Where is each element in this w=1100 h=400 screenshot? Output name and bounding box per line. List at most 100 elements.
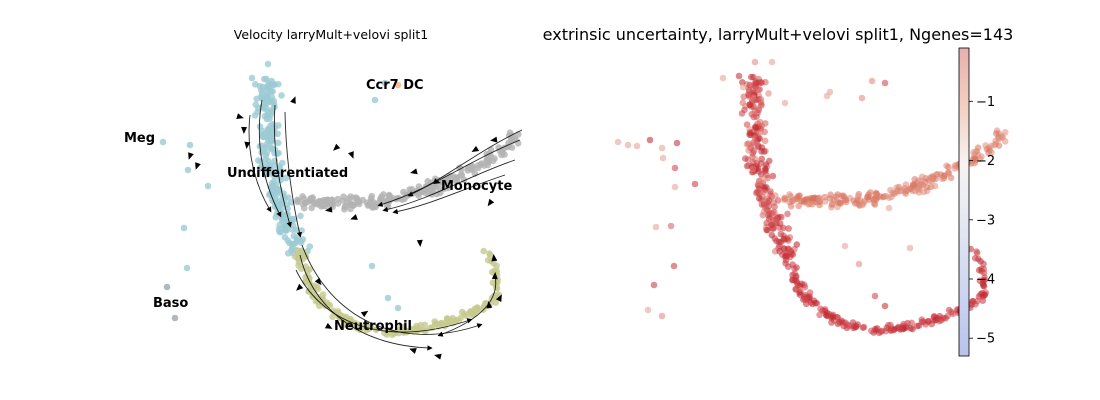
- cell-point: [995, 142, 1003, 149]
- cell-point: [754, 165, 762, 172]
- cell-point: [673, 139, 681, 147]
- cell-point: [748, 73, 755, 81]
- uncertainty-panel-title: extrinsic uncertainty, larryMult+velovi …: [543, 25, 1014, 44]
- cell-point: [394, 304, 402, 312]
- velocity-streamline: [407, 129, 523, 197]
- cell-point: [817, 305, 824, 313]
- cell-point: [493, 283, 500, 290]
- cell-point: [254, 108, 261, 116]
- cell-point: [868, 77, 876, 85]
- cell-point: [267, 167, 275, 174]
- cluster-label-neutrophil: Neutrophil: [334, 319, 412, 334]
- cell-point: [854, 196, 861, 204]
- cell-point: [781, 99, 789, 107]
- cell-point: [347, 193, 355, 200]
- cell-point: [491, 291, 499, 299]
- cell-point: [933, 170, 941, 178]
- cell-point: [183, 264, 191, 272]
- cell-point: [465, 164, 473, 171]
- cell-point: [936, 317, 943, 325]
- cell-point: [271, 81, 278, 88]
- cell-point: [322, 203, 329, 210]
- cell-point: [970, 148, 977, 156]
- cluster-labels: Ccr7 DC Meg Undifferentiated Monocyte Ba…: [124, 78, 512, 334]
- cell-point: [171, 314, 179, 322]
- cell-point: [424, 178, 432, 185]
- cell-point: [780, 236, 788, 243]
- velocity-arrow: [487, 198, 495, 207]
- cell-point: [993, 130, 1000, 137]
- cell-point: [772, 192, 779, 199]
- cell-point: [923, 184, 931, 191]
- cell-point: [658, 312, 666, 320]
- velocity-streamline: [258, 99, 282, 218]
- cell-point: [508, 144, 516, 151]
- cell-point: [299, 193, 306, 200]
- cell-point: [311, 199, 319, 207]
- cell-point: [878, 327, 886, 335]
- cell-point: [898, 187, 906, 194]
- cell-point: [1001, 138, 1009, 145]
- cell-point: [772, 216, 780, 223]
- velocity-arrow: [324, 322, 333, 329]
- cell-point: [840, 322, 847, 330]
- cell-point: [394, 81, 402, 89]
- cell-point: [367, 198, 374, 206]
- cell-point: [908, 319, 916, 327]
- cell-point: [765, 215, 773, 223]
- cell-point: [828, 201, 836, 209]
- cell-point: [870, 197, 877, 204]
- velocity-streamline: [437, 274, 497, 337]
- cell-point: [883, 324, 890, 332]
- cell-point: [275, 122, 282, 129]
- cell-point: [415, 183, 423, 190]
- cell-point: [446, 172, 454, 180]
- cell-point: [341, 203, 349, 211]
- cell-point: [770, 209, 777, 216]
- cell-point: [749, 150, 757, 157]
- cell-point: [431, 318, 439, 325]
- colorbar-tick-label: −2: [976, 154, 995, 169]
- velocity-arrow: [495, 294, 502, 303]
- cell-point: [789, 251, 797, 258]
- velocity-panel: Velocity larryMult+velovi split1 Ccr7 DC…: [124, 27, 523, 360]
- cell-point: [670, 262, 678, 270]
- cell-point: [931, 182, 939, 190]
- colorbar-ticks: −1 −2 −3 −4 −5: [969, 95, 995, 347]
- velocity-streamlines: [188, 96, 523, 360]
- cell-point: [262, 152, 270, 159]
- cell-point: [860, 200, 867, 207]
- cell-point: [768, 58, 776, 66]
- cell-point: [306, 274, 313, 282]
- velocity-arrow: [244, 141, 251, 149]
- cell-point: [437, 320, 445, 327]
- cluster-label-ccr7-dc: Ccr7 DC: [366, 78, 424, 93]
- cell-point: [306, 243, 314, 250]
- cell-point: [278, 217, 286, 225]
- cell-point: [277, 228, 284, 236]
- cell-point: [261, 75, 268, 83]
- cell-point: [841, 242, 849, 250]
- cell-point: [920, 188, 927, 196]
- cell-point: [793, 241, 801, 248]
- cell-point: [793, 272, 800, 280]
- cell-point: [988, 149, 995, 156]
- cell-point: [274, 139, 282, 147]
- cell-point: [751, 58, 759, 66]
- cell-point: [263, 115, 271, 123]
- cell-point: [871, 292, 879, 300]
- cell-point: [270, 162, 278, 169]
- cell-point: [792, 285, 800, 293]
- cell-point: [248, 74, 256, 82]
- cell-point: [914, 185, 922, 193]
- cell-point: [781, 245, 788, 253]
- cell-point: [760, 148, 768, 155]
- cell-point: [842, 196, 849, 204]
- cell-point: [760, 198, 767, 205]
- cell-point: [422, 327, 429, 335]
- cell-point: [795, 202, 802, 210]
- cell-point: [644, 306, 652, 314]
- cell-point: [480, 247, 488, 255]
- cell-point: [433, 190, 441, 198]
- cell-point: [786, 191, 793, 198]
